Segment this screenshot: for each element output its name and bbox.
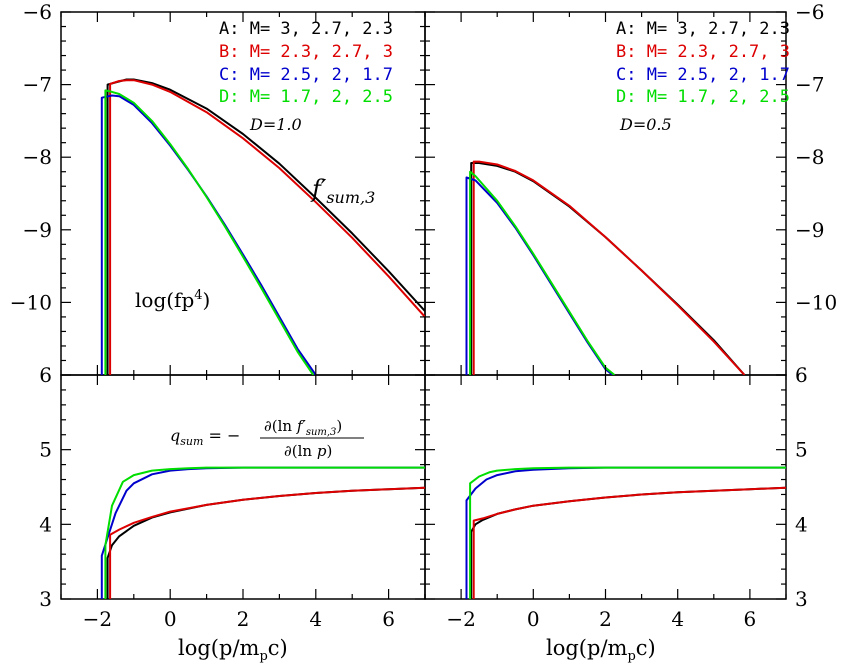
ticks-layer [60, 11, 787, 600]
y-tick-label: −10 [795, 290, 837, 314]
series-line-b-panel-2 [472, 160, 746, 375]
annotation-d-0-5: D=0.5 [619, 115, 672, 134]
series-line-c-panel-3 [100, 466, 425, 599]
x-tick-label: 2 [237, 607, 250, 631]
curve-label-fsum3: f′sum,3 [310, 175, 375, 207]
series-line-d-panel-4 [469, 466, 786, 599]
legend-entry-a: A: M= 3, 2.7, 2.3 [616, 19, 790, 39]
y-tick-label: −8 [795, 145, 824, 169]
legend-entry-b: B: M= 2.3, 2.7, 3 [616, 42, 790, 62]
annotation-d-1-0: D=1.0 [249, 115, 302, 134]
series-line-a-panel-4 [470, 486, 786, 599]
y-tick-label: 5 [795, 438, 808, 462]
y-tick-label: −9 [23, 218, 52, 242]
legend-top-left: A: M= 3, 2.7, 2.3 B: M= 2.3, 2.7, 3 C: M… [219, 19, 393, 107]
series-line-d-panel-2 [469, 170, 616, 375]
x-tick-label: 0 [527, 607, 540, 631]
panel-bottom-right-frame [424, 374, 787, 600]
y-tick-label: 4 [795, 512, 808, 536]
y-tick-label: 6 [39, 363, 52, 387]
series-line-a-panel-3 [106, 486, 425, 599]
tick-labels-layer: −2 0 2 4 6 −2 0 2 4 6 −6 −7 −8 −9 −10 −6 −7 −8 −9 −10 6 5 4 3 6 5… [10, 0, 837, 631]
x-tick-label: 4 [671, 607, 684, 631]
x-tick-label: 6 [744, 607, 757, 631]
series-line-b-panel-1 [109, 79, 425, 375]
y-tick-label: 3 [795, 587, 808, 611]
legend-entry-d: D: M= 1.7, 2, 2.5 [219, 87, 393, 107]
y-tick-label: −7 [23, 73, 52, 97]
svg-text:∂(ln f′sum,3): ∂(ln f′sum,3) [264, 417, 342, 438]
legend-top-right: A: M= 3, 2.7, 2.3 B: M= 2.3, 2.7, 3 C: M… [616, 19, 790, 107]
y-tick-label: −8 [23, 145, 52, 169]
y-tick-label: 3 [39, 587, 52, 611]
legend-entry-c: C: M= 2.5, 2, 1.7 [219, 65, 393, 85]
series-line-b-panel-4 [472, 486, 786, 599]
y-tick-label: 6 [795, 363, 808, 387]
x-tick-label: 2 [599, 607, 612, 631]
y-tick-label: 5 [39, 438, 52, 462]
svg-text:qsum = −: qsum = − [170, 426, 240, 448]
x-tick-label: 6 [382, 607, 395, 631]
y-tick-label: −6 [795, 0, 824, 24]
series-line-b-panel-3 [109, 486, 425, 599]
x-tick-label: −2 [83, 607, 112, 631]
curves-layer [100, 78, 786, 599]
y-tick-label: 4 [39, 512, 52, 536]
legend-entry-c: C: M= 2.5, 2, 1.7 [616, 65, 790, 85]
legend-entry-a: A: M= 3, 2.7, 2.3 [219, 19, 393, 39]
x-tick-label: 0 [164, 607, 177, 631]
y-tick-label: −10 [10, 290, 52, 314]
legend-entry-d: D: M= 1.7, 2, 2.5 [616, 87, 790, 107]
series-line-d-panel-1 [104, 89, 315, 375]
x-axis-label-right: log(p/mpc) [546, 636, 656, 664]
series-line-c-panel-1 [100, 94, 317, 375]
x-tick-label: 4 [309, 607, 322, 631]
series-line-c-panel-4 [465, 466, 786, 599]
panel-bottom-left-frame [60, 374, 426, 600]
svg-text:∂(ln p): ∂(ln p) [284, 442, 332, 460]
y-axis-label: log(fp4) [135, 288, 210, 312]
x-tick-label: −2 [446, 607, 475, 631]
y-tick-label: −9 [795, 218, 824, 242]
legend-entry-b: B: M= 2.3, 2.7, 3 [219, 42, 393, 62]
y-tick-label: −7 [795, 73, 824, 97]
y-tick-label: −6 [23, 0, 52, 24]
x-axis-label-left: log(p/mpc) [178, 636, 288, 664]
series-line-a-panel-2 [470, 162, 746, 375]
q-sum-formula: qsum = − ∂(ln f′sum,3) ∂(ln p) [170, 417, 364, 460]
series-line-d-panel-3 [104, 466, 425, 599]
